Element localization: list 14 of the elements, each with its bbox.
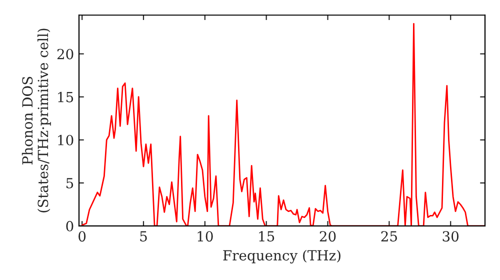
x-tick-label: 20 (320, 231, 336, 242)
x-tick-label: 0 (78, 231, 86, 242)
x-tick-label: 15 (259, 231, 274, 242)
y-tick-label: 5 (66, 178, 74, 188)
x-axis-title: Frequency (THz) (223, 250, 340, 264)
y-axis-title: Phonon DOS (States/THz·primitive cell) (22, 28, 51, 212)
y-tick-label: 15 (58, 92, 74, 102)
x-tick-label: 30 (442, 231, 459, 242)
x-tick-label: 10 (198, 231, 213, 242)
x-tick-label: 25 (381, 231, 397, 242)
y-tick-label: 10 (58, 134, 74, 146)
y-tick-label: 0 (66, 220, 74, 232)
x-tick-label: 5 (140, 231, 147, 242)
y-tick-label: 20 (57, 48, 74, 60)
